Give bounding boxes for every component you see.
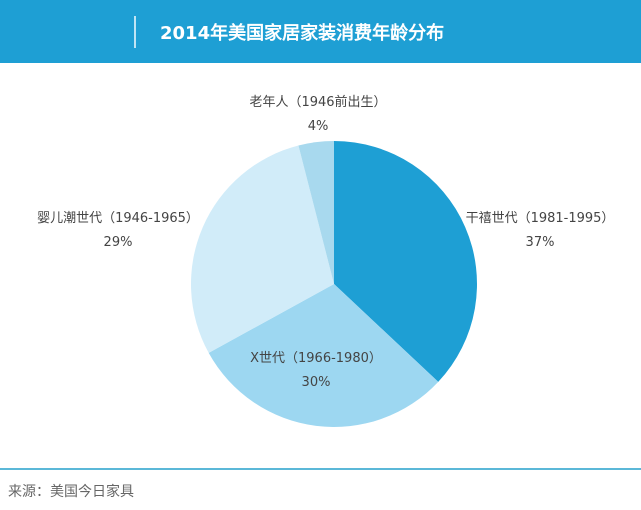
slice-value-label: 30% (302, 375, 331, 390)
slice-value-label: 4% (308, 119, 329, 134)
slice-value-label: 37% (526, 235, 555, 250)
pie-slice (298, 141, 334, 284)
chart-header: 2014年美国家居家装消费年龄分布 (0, 0, 641, 63)
chart-title: 2014年美国家居家装消费年龄分布 (160, 23, 445, 44)
slice-label: 婴儿潮世代（1946-1965） (37, 211, 199, 226)
pie-slice (334, 141, 477, 382)
pie-slice (190, 145, 334, 353)
slice-label: 干禧世代（1981-1995） (466, 211, 615, 226)
source-note: 来源：美国今日家具 (8, 484, 134, 500)
pie-slice (208, 284, 439, 427)
footer-divider (0, 468, 641, 470)
slice-label: 老年人（1946前出生） (249, 94, 386, 110)
slice-value-label: 29% (104, 235, 133, 250)
slice-label: X世代（1966-1980） (250, 351, 382, 366)
header-divider (134, 16, 136, 48)
